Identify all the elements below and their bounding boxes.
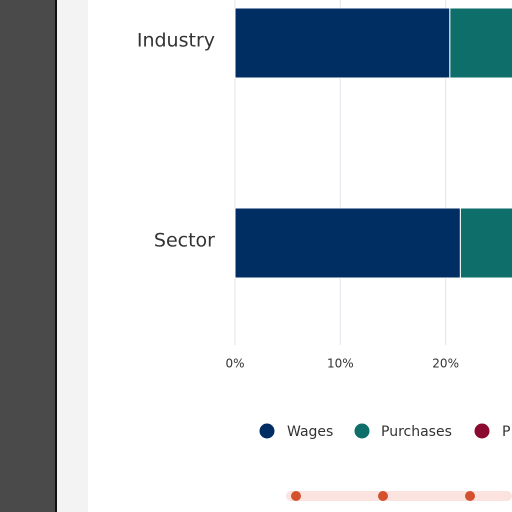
slider-dot [291,491,301,501]
divider [55,0,57,512]
bar-segment [234,7,451,79]
bar-segment [234,207,461,279]
side-panel [0,0,55,512]
margin [57,0,88,512]
category-label: Industry [137,30,215,52]
bar-segment [449,7,512,79]
legend-swatch [474,423,490,439]
slider-dot [465,491,475,501]
legend-swatch [354,423,370,439]
legend-swatch [259,423,275,439]
legend-label: P [502,424,510,440]
plot [234,0,512,345]
legend-label: Wages [287,424,333,440]
slider-track [286,491,512,501]
category-label: Sector [154,230,215,252]
slider [286,491,512,501]
x-tick-label: 20% [432,357,459,371]
slider-dot [378,491,388,501]
x-tick-label: 0% [225,357,244,371]
legend-label: Purchases [381,424,452,440]
x-tick-label: 10% [327,357,354,371]
bar-segment [459,207,512,279]
